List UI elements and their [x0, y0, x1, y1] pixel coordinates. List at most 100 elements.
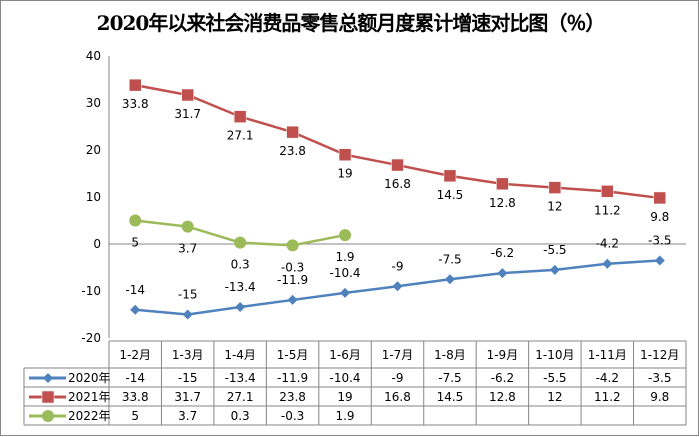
legend-marker	[42, 410, 54, 422]
data-point	[182, 309, 193, 320]
data-point	[549, 264, 560, 275]
table-cell: -15	[178, 371, 198, 385]
data-label: 0.3	[231, 258, 250, 272]
table-cell: 19	[337, 390, 352, 404]
data-label: 27.1	[227, 129, 254, 143]
y-tick-label: 10	[86, 190, 101, 204]
category-label: 1-8月	[434, 348, 466, 362]
data-label: 19	[337, 167, 352, 181]
y-tick-label: 0	[93, 237, 101, 251]
y-tick-label: -20	[81, 331, 101, 345]
data-label: -4.2	[596, 237, 619, 251]
data-label: 23.8	[279, 144, 306, 158]
data-label: -9	[392, 259, 404, 273]
y-tick-label: 40	[86, 49, 101, 63]
data-label: 3.7	[178, 242, 197, 256]
table-cell: -7.5	[438, 371, 461, 385]
table-cell: 33.8	[122, 390, 149, 404]
data-point	[286, 125, 299, 139]
data-point	[130, 304, 141, 315]
table-cell: 27.1	[227, 390, 254, 404]
y-tick-label: 20	[86, 143, 101, 157]
data-label: 5	[131, 236, 139, 250]
data-label: -13.4	[225, 280, 256, 294]
table-cell: 14.5	[437, 390, 464, 404]
data-label: -5.5	[543, 243, 566, 257]
table-cell: 16.8	[384, 390, 411, 404]
data-point	[286, 239, 299, 252]
table-cell: -6.2	[491, 371, 514, 385]
table-cell: 0.3	[231, 409, 250, 423]
data-label: -10.4	[330, 266, 361, 280]
data-point	[129, 214, 142, 227]
y-tick-label: -10	[81, 284, 101, 298]
data-label: -15	[178, 288, 198, 302]
legend-label: 2021年	[68, 390, 111, 404]
table-cell: 12.8	[489, 390, 516, 404]
table-cell: -14	[125, 371, 145, 385]
table-cell: -13.4	[225, 371, 256, 385]
table-cell: 9.8	[650, 390, 669, 404]
data-label: 33.8	[122, 97, 149, 111]
table-cell: -0.3	[281, 409, 304, 423]
data-label: 14.5	[437, 188, 464, 202]
category-label: 1-3月	[172, 348, 204, 362]
table-cell: 1.9	[335, 409, 354, 423]
table-cell: -4.2	[596, 371, 619, 385]
data-label: 11.2	[594, 203, 621, 217]
data-point	[181, 220, 194, 233]
category-label: 1-9月	[487, 348, 519, 362]
data-label: 12.8	[489, 196, 516, 210]
category-label: 1-2月	[119, 348, 151, 362]
data-label: 31.7	[174, 107, 201, 121]
data-point	[234, 236, 247, 249]
y-tick-label: 30	[86, 96, 101, 110]
table-cell: 11.2	[594, 390, 621, 404]
table-cell: 12	[547, 390, 562, 404]
category-label: 1-6月	[329, 348, 361, 362]
legend-marker	[43, 373, 53, 383]
table-cell: 3.7	[178, 409, 197, 423]
data-point	[602, 258, 613, 269]
category-label: 1-12月	[640, 348, 679, 362]
table-cell: -11.9	[277, 371, 308, 385]
data-label: -14	[125, 283, 145, 297]
data-point	[496, 177, 509, 191]
data-label: 16.8	[384, 177, 411, 191]
category-label: 1-7月	[382, 348, 414, 362]
data-label: -3.5	[648, 233, 671, 247]
table-cell: -3.5	[648, 371, 671, 385]
data-label: 9.8	[650, 210, 669, 224]
data-point	[128, 78, 142, 92]
data-label: -7.5	[438, 252, 461, 266]
category-label: 1-11月	[588, 348, 627, 362]
data-point	[338, 148, 352, 161]
legend-label: 2020年	[68, 371, 111, 385]
data-label: -6.2	[491, 246, 514, 260]
data-point	[392, 281, 403, 292]
legend-marker	[41, 390, 55, 404]
data-point	[601, 185, 614, 198]
data-label: -0.3	[281, 260, 304, 274]
data-point	[287, 294, 298, 305]
table-cell: -9	[392, 371, 404, 385]
data-label: -11.9	[277, 273, 308, 287]
data-point	[653, 191, 667, 205]
category-label: 1-5月	[277, 348, 309, 362]
table-cell: -5.5	[543, 371, 566, 385]
table-cell: 5	[131, 409, 139, 423]
data-point	[391, 158, 404, 172]
category-label: 1-10月	[535, 348, 574, 362]
table-cell: -10.4	[330, 371, 361, 385]
chart-title: 2020年以来社会消费品零售总额月度累计增速对比图（％）	[96, 11, 606, 35]
table-cell: 31.7	[174, 390, 201, 404]
data-point	[340, 287, 351, 298]
data-point	[497, 268, 508, 279]
data-point	[181, 88, 194, 102]
data-point	[235, 301, 246, 312]
data-point	[444, 274, 455, 285]
data-point	[654, 255, 665, 266]
data-point	[233, 110, 247, 123]
data-point	[548, 181, 562, 194]
